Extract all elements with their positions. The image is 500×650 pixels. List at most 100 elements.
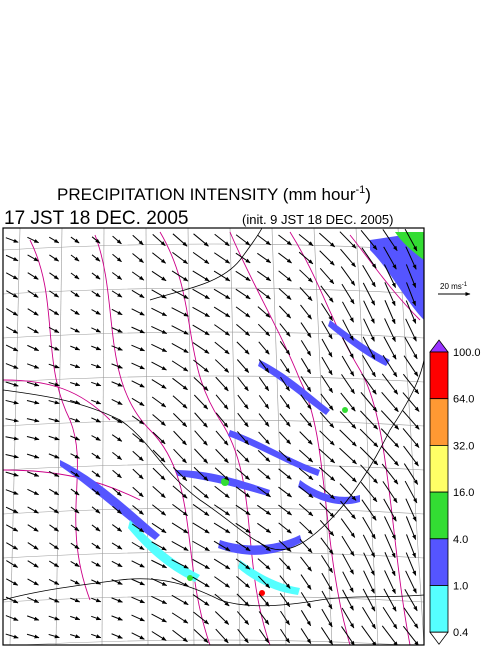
wind-arrow <box>257 270 272 282</box>
wind-arrow <box>279 593 291 608</box>
parallel <box>3 595 424 603</box>
wind-arrow <box>152 414 166 426</box>
wind-arrow <box>237 394 249 410</box>
wind-arrow <box>340 266 356 286</box>
wind-arrow <box>151 270 167 282</box>
wind-arrow <box>215 412 229 428</box>
wind-arrow <box>131 308 145 316</box>
wind-arrow <box>131 578 145 586</box>
wind-arrow <box>131 523 145 533</box>
wind-arrow <box>70 561 80 567</box>
wind-arrow <box>235 252 251 264</box>
wind-arrow <box>258 629 270 644</box>
wind-arrow <box>152 485 166 499</box>
wind-arrow <box>278 252 292 264</box>
wind-arrow <box>382 354 398 378</box>
wind-arrow <box>151 559 168 569</box>
wind-arrow <box>91 452 101 460</box>
wind-arrow <box>213 540 231 552</box>
wind-arrow <box>27 254 39 262</box>
wind-arrow <box>27 308 39 316</box>
wind-arrow <box>404 480 418 504</box>
wind-arrow <box>171 577 189 587</box>
wind-arrow <box>403 445 419 467</box>
wind-arrow <box>151 541 167 551</box>
wind-arrow <box>342 301 354 323</box>
wind-arrow <box>279 575 291 589</box>
wind-arrow <box>319 250 335 266</box>
wind-arrow <box>300 610 312 627</box>
wind-arrow <box>363 300 375 324</box>
wind-arrow <box>380 428 400 448</box>
wind-arrow <box>300 574 312 590</box>
wind-arrow <box>215 430 229 446</box>
meridian <box>397 228 424 645</box>
wind-arrow <box>405 300 417 324</box>
wind-arrow <box>27 290 39 298</box>
wind-arrow <box>300 376 312 392</box>
wind-arrow <box>258 593 270 607</box>
wind-arrow <box>192 342 210 354</box>
wind-arrow <box>235 504 251 516</box>
wind-arrow <box>26 381 40 387</box>
wind-arrow <box>361 625 377 645</box>
wind-arrow <box>298 449 314 463</box>
wind-arrow <box>257 504 272 516</box>
wind-arrow <box>235 288 251 300</box>
wind-arrow <box>48 435 60 441</box>
wind-arrow <box>70 327 80 333</box>
wind-arrow <box>257 306 271 318</box>
wind-arrow <box>280 376 290 392</box>
wind-arrow <box>151 577 168 587</box>
wind-arrow <box>300 556 312 572</box>
wind-arrow <box>213 270 231 282</box>
wind-arrow <box>91 327 102 333</box>
wind-arrow <box>152 233 166 247</box>
wind-arrow <box>320 393 334 411</box>
wind-arrow <box>111 363 123 369</box>
wind-arrow <box>402 373 420 395</box>
wind-arrow <box>111 381 123 387</box>
wind-arrow <box>91 597 102 603</box>
wind-arrow <box>340 518 356 538</box>
wind-arrow <box>341 607 355 629</box>
coastline <box>3 228 424 607</box>
wind-arrow <box>192 558 210 570</box>
colorbar-label: 100.0 <box>453 347 481 359</box>
wind-arrow <box>192 594 210 606</box>
wind-arrow <box>91 488 101 496</box>
wind-arrow <box>300 628 312 644</box>
wind-arrow <box>91 381 102 387</box>
wind-arrow <box>278 270 292 282</box>
wind-arrow <box>361 247 377 269</box>
wind-arrow <box>111 524 123 532</box>
parallel <box>3 243 424 251</box>
wind-arrow <box>91 290 101 298</box>
wind-arrow <box>111 633 123 639</box>
wind-arrow <box>48 488 60 496</box>
wind-arrow <box>151 396 167 408</box>
parallel <box>15 639 412 645</box>
wind-arrow <box>151 631 167 641</box>
wind-arrow <box>214 593 230 607</box>
lat-lon-grid <box>3 228 424 645</box>
wind-arrow <box>299 269 313 283</box>
wind-arrow <box>26 615 40 621</box>
wind-arrow <box>214 611 230 625</box>
wind-arrow <box>257 486 271 498</box>
wind-arrow <box>384 534 396 559</box>
wind-arrow <box>320 627 334 645</box>
wind-arrow <box>91 309 101 315</box>
wind-arrow <box>171 325 189 335</box>
wind-arrow <box>298 467 314 481</box>
wind-arrow <box>49 506 60 514</box>
wind-arrow <box>48 326 60 334</box>
wind-arrow <box>112 505 122 515</box>
wind-arrow <box>152 504 167 516</box>
wind-arrow <box>383 264 397 288</box>
wind-arrow <box>405 552 417 576</box>
wind-arrow <box>258 359 270 373</box>
wind-arrow <box>278 450 292 462</box>
wind-arrow <box>340 500 356 520</box>
meridian <box>101 228 105 645</box>
